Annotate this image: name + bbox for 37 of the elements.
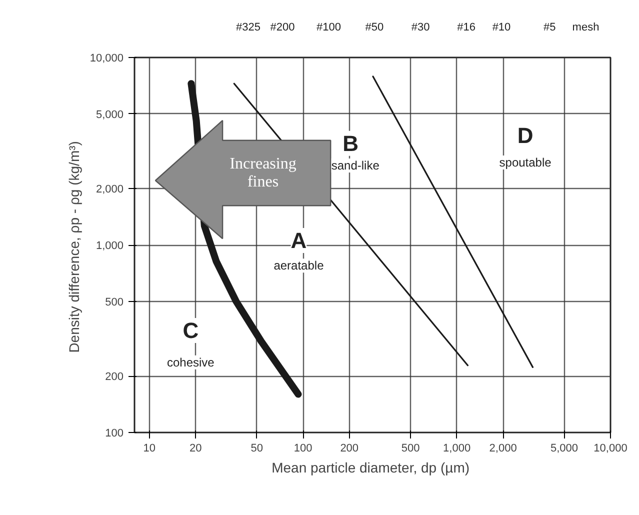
y-tick-label: 10,000 — [90, 52, 124, 64]
annotation: aeratable — [274, 258, 324, 273]
y-tick-label: 500 — [105, 296, 124, 308]
y-tick-label: 200 — [105, 371, 124, 384]
y-tick-label: 2,000 — [96, 184, 124, 196]
text: #16 — [457, 22, 476, 34]
text: #5 — [543, 22, 556, 34]
text: #325 — [236, 22, 261, 34]
y-tick-label: 1,000 — [96, 240, 124, 252]
x-tick-label: 10 — [143, 442, 156, 454]
y-tick-label: 100 — [105, 428, 124, 440]
text: #10 — [492, 22, 511, 34]
x-tick-label: 20 — [190, 442, 202, 454]
x-tick-label: 1,000 — [443, 442, 471, 454]
text: #200 — [270, 22, 295, 34]
x-tick-label: 500 — [401, 442, 420, 454]
annotation: cohesive — [166, 355, 215, 370]
x-tick-label: 2,000 — [489, 442, 517, 454]
text: mesh — [572, 22, 600, 34]
x-tick-label: 5,000 — [550, 442, 578, 454]
annotation: B — [342, 130, 359, 156]
text: #30 — [411, 22, 430, 34]
annotation: Increasing fines — [230, 156, 296, 190]
text: #50 — [365, 22, 384, 34]
x-tick-label: 50 — [250, 442, 263, 454]
annotation: C — [182, 318, 199, 343]
annotation: A — [290, 228, 307, 253]
y-axis-title: Density difference, ρp - ρg (kg/m³) — [66, 141, 82, 353]
annotation: spoutable — [499, 156, 552, 170]
x-axis-title: Mean particle diameter, dp (µm) — [272, 460, 470, 476]
x-tick-label: 200 — [340, 442, 359, 454]
text: #100 — [316, 22, 341, 34]
annotation: sand-like — [331, 158, 380, 172]
y-tick-label: 5,000 — [96, 108, 124, 121]
x-tick-label: 10,000 — [594, 442, 628, 454]
annotation: D — [517, 123, 534, 148]
x-tick-label: 100 — [294, 442, 312, 454]
